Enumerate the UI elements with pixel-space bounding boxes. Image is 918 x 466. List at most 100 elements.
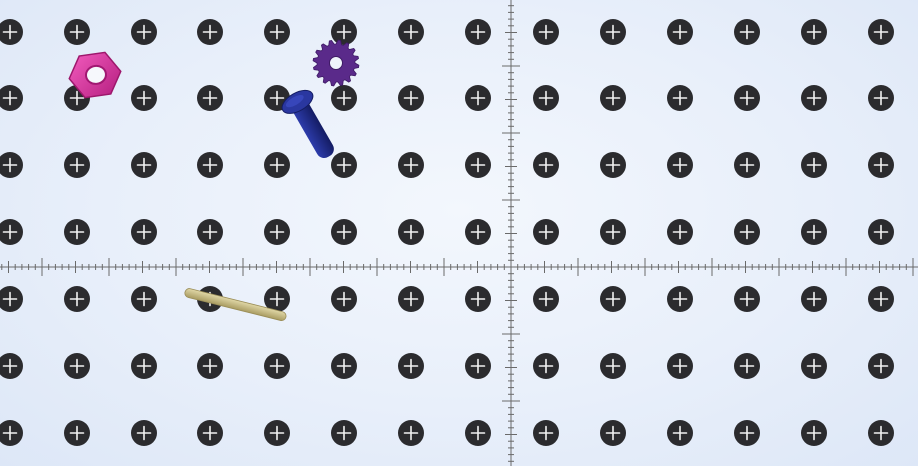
- peg-hole[interactable]: [131, 420, 157, 446]
- peg-hole[interactable]: [64, 19, 90, 45]
- peg-hole[interactable]: [734, 353, 760, 379]
- peg-hole[interactable]: [600, 19, 626, 45]
- peg-hole[interactable]: [0, 353, 23, 379]
- peg-hole[interactable]: [667, 152, 693, 178]
- peg-hole[interactable]: [64, 286, 90, 312]
- peg-hole[interactable]: [398, 219, 424, 245]
- peg-hole[interactable]: [734, 19, 760, 45]
- peg-hole[interactable]: [533, 286, 559, 312]
- peg-hole[interactable]: [398, 420, 424, 446]
- peg-hole[interactable]: [197, 85, 223, 111]
- peg-hole[interactable]: [465, 152, 491, 178]
- peg-hole[interactable]: [667, 420, 693, 446]
- peg-hole[interactable]: [131, 286, 157, 312]
- peg-hole[interactable]: [465, 420, 491, 446]
- peg-hole[interactable]: [197, 219, 223, 245]
- peg-hole[interactable]: [667, 353, 693, 379]
- peg-hole[interactable]: [667, 286, 693, 312]
- peg-hole[interactable]: [600, 219, 626, 245]
- peg-hole[interactable]: [131, 152, 157, 178]
- peg-hole[interactable]: [667, 19, 693, 45]
- peg-hole[interactable]: [331, 19, 357, 45]
- peg-hole[interactable]: [331, 85, 357, 111]
- peg-hole[interactable]: [465, 19, 491, 45]
- peg-hole[interactable]: [600, 152, 626, 178]
- peg-hole[interactable]: [600, 420, 626, 446]
- peg-hole[interactable]: [734, 219, 760, 245]
- peg-hole[interactable]: [868, 152, 894, 178]
- peg-hole[interactable]: [667, 219, 693, 245]
- peg-hole[interactable]: [801, 420, 827, 446]
- peg-hole[interactable]: [533, 85, 559, 111]
- peg-hole[interactable]: [197, 420, 223, 446]
- peg-hole[interactable]: [533, 420, 559, 446]
- peg-hole[interactable]: [600, 85, 626, 111]
- peg-hole[interactable]: [868, 219, 894, 245]
- peg-hole[interactable]: [64, 219, 90, 245]
- dowel-rod-part[interactable]: [184, 288, 287, 322]
- peg-hole[interactable]: [465, 219, 491, 245]
- peg-hole[interactable]: [533, 152, 559, 178]
- peg-hole[interactable]: [465, 353, 491, 379]
- bolt-part[interactable]: [278, 86, 343, 165]
- peg-hole[interactable]: [64, 152, 90, 178]
- peg-hole[interactable]: [264, 152, 290, 178]
- peg-hole[interactable]: [465, 85, 491, 111]
- peg-hole[interactable]: [398, 19, 424, 45]
- peg-hole[interactable]: [0, 420, 23, 446]
- peg-hole[interactable]: [868, 420, 894, 446]
- peg-hole[interactable]: [131, 219, 157, 245]
- peg-hole[interactable]: [868, 19, 894, 45]
- peg-hole[interactable]: [734, 152, 760, 178]
- peg-hole[interactable]: [264, 219, 290, 245]
- peg-hole[interactable]: [264, 286, 290, 312]
- peg-hole[interactable]: [868, 286, 894, 312]
- hex-nut-part[interactable]: [66, 51, 123, 100]
- peg-hole[interactable]: [197, 19, 223, 45]
- peg-hole[interactable]: [398, 353, 424, 379]
- peg-hole[interactable]: [0, 152, 23, 178]
- peg-hole[interactable]: [131, 353, 157, 379]
- peg-hole[interactable]: [801, 19, 827, 45]
- peg-hole[interactable]: [868, 85, 894, 111]
- peg-hole[interactable]: [398, 286, 424, 312]
- peg-hole[interactable]: [801, 85, 827, 111]
- peg-hole[interactable]: [264, 19, 290, 45]
- peg-hole[interactable]: [600, 286, 626, 312]
- peg-hole[interactable]: [533, 19, 559, 45]
- peg-hole[interactable]: [398, 152, 424, 178]
- peg-hole[interactable]: [734, 286, 760, 312]
- peg-hole[interactable]: [533, 219, 559, 245]
- peg-hole[interactable]: [0, 19, 23, 45]
- peg-hole[interactable]: [131, 85, 157, 111]
- peg-hole[interactable]: [331, 353, 357, 379]
- peg-hole[interactable]: [264, 420, 290, 446]
- peg-hole[interactable]: [331, 286, 357, 312]
- peg-hole[interactable]: [0, 286, 23, 312]
- peg-hole[interactable]: [331, 420, 357, 446]
- peg-hole[interactable]: [64, 420, 90, 446]
- peg-hole[interactable]: [0, 219, 23, 245]
- peg-hole[interactable]: [801, 219, 827, 245]
- peg-hole[interactable]: [801, 353, 827, 379]
- peg-hole[interactable]: [533, 353, 559, 379]
- peg-hole[interactable]: [868, 353, 894, 379]
- peg-hole[interactable]: [331, 152, 357, 178]
- peg-hole[interactable]: [264, 353, 290, 379]
- peg-hole[interactable]: [801, 152, 827, 178]
- peg-hole[interactable]: [465, 286, 491, 312]
- peg-hole[interactable]: [0, 85, 23, 111]
- peg-hole[interactable]: [331, 219, 357, 245]
- peg-hole[interactable]: [801, 286, 827, 312]
- peg-hole[interactable]: [197, 152, 223, 178]
- peg-hole[interactable]: [667, 85, 693, 111]
- peg-hole[interactable]: [600, 353, 626, 379]
- peg-hole[interactable]: [197, 353, 223, 379]
- peg-hole[interactable]: [64, 353, 90, 379]
- peg-hole[interactable]: [131, 19, 157, 45]
- peg-hole[interactable]: [734, 420, 760, 446]
- peg-hole[interactable]: [398, 85, 424, 111]
- gear-part[interactable]: [312, 39, 360, 87]
- peg-hole[interactable]: [734, 85, 760, 111]
